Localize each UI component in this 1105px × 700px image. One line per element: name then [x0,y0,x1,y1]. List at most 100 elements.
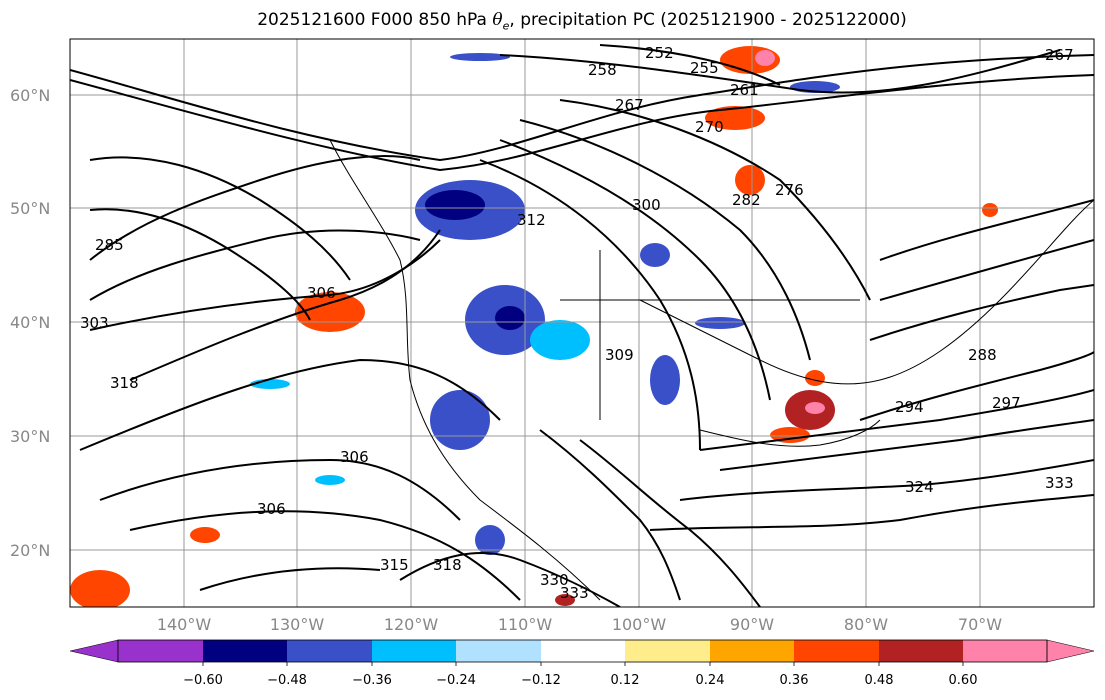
shade-blob [70,570,130,607]
colorbar-segment [287,640,372,662]
shade-blob [530,320,590,360]
colorbar-tick-label: −0.48 [267,673,307,688]
contour-label: 294 [895,398,924,416]
shade-blob [495,306,525,330]
contour-label: 330 [540,571,569,589]
lon-label: 80°W [844,615,888,634]
colorbar-tick-label: 0.36 [780,673,809,688]
shade-blob [735,165,765,195]
colorbar-tick-label: 0.24 [696,673,725,688]
contour-label: 288 [968,346,997,364]
colorbar-segment [710,640,794,662]
contour-label: 252 [645,44,674,62]
lon-label: 110°W [498,615,553,634]
colorbar-segment [625,640,710,662]
colorbar-segment [963,640,1047,662]
contour-labels: 252 258 255 261 267 267 270 276 282 285 … [80,44,1074,602]
contour-label: 255 [690,59,719,77]
shade-blob [190,527,220,543]
colorbar-tick-labels: −0.60 −0.48 −0.36 −0.24 −0.12 0.12 0.24 … [183,673,977,688]
theta-symbol: θ [492,10,503,30]
latitude-labels: 60°N 50°N 40°N 30°N 20°N [10,86,50,560]
contour-label: 315 [380,556,409,574]
contour-label: 306 [257,500,286,518]
contour-label: 306 [307,284,336,302]
colorbar-segment [203,640,287,662]
colorbar-tick-label: 0.12 [611,673,640,688]
contour-label: 333 [560,584,589,602]
map-panel: 252 258 255 261 267 267 270 276 282 285 … [69,38,1095,608]
colorbar-segment [541,640,625,662]
colorbar-tick-label: −0.36 [352,673,392,688]
shade-blob [555,594,575,606]
lon-label: 130°W [270,615,325,634]
shade-blob [315,475,345,485]
map-title: 2025121600 F000 850 hPa θe, precipitatio… [70,10,1094,32]
shade-blob [805,402,825,414]
shade-blob [475,525,505,555]
contour-label: 309 [605,346,634,364]
shade-blob [982,203,998,217]
shade-blob [755,50,775,66]
lon-label: 120°W [384,615,439,634]
contour-label: 318 [433,556,462,574]
lat-label: 30°N [10,427,50,446]
colorbar-tick-label: −0.60 [183,673,223,688]
colorbar-tick-label: −0.24 [436,673,476,688]
shade-blob [425,190,485,220]
lon-label: 70°W [958,615,1002,634]
gridlines [70,39,1094,607]
map-frame [69,38,1095,608]
contour-label: 306 [340,448,369,466]
shade-blob [705,106,765,130]
shade-blob [650,355,680,405]
contour-label: 303 [80,314,109,332]
contour-label: 324 [905,478,934,496]
title-prefix: 2025121600 F000 850 hPa [257,10,493,30]
colorbar-segment [372,640,456,662]
shade-blob [695,317,745,329]
colorbar-extend-low [69,639,119,663]
colorbar: −0.60 −0.48 −0.36 −0.24 −0.12 0.12 0.24 … [69,639,1095,688]
contour-label: 312 [517,211,546,229]
contour-label: 300 [632,196,661,214]
shade-blob [805,370,825,386]
contour-label: 318 [110,374,139,392]
colorbar-segment [118,640,203,662]
shade-blob [430,390,490,450]
lon-label: 140°W [157,615,212,634]
contour-label: 267 [615,96,644,114]
theta-subscript: e [502,19,510,33]
colorbar-segment [456,640,541,662]
contour-label: 258 [588,61,617,79]
contour-label: 282 [732,191,761,209]
colorbar-segment [879,640,963,662]
shade-blob [640,243,670,267]
lat-label: 40°N [10,313,50,332]
longitude-labels: 140°W 130°W 120°W 110°W 100°W 90°W 80°W … [157,615,1002,634]
contour-label: 333 [1045,474,1074,492]
lon-label: 100°W [612,615,667,634]
contour-label: 261 [730,81,759,99]
colorbar-segment [794,640,879,662]
lon-label: 90°W [730,615,774,634]
contour-label: 297 [992,394,1021,412]
colorbar-ticks [202,662,964,666]
theta-e-contours [70,44,1094,607]
contour-label: 276 [775,181,804,199]
title-suffix: , precipitation PC (2025121900 - 2025122… [509,10,907,30]
lat-label: 20°N [10,541,50,560]
colorbar-outline [117,639,1048,663]
colorbar-tick-label: −0.12 [521,673,561,688]
colorbar-extend-high [1046,639,1095,663]
lat-label: 50°N [10,199,50,218]
colorbar-tick-label: 0.48 [865,673,894,688]
lat-label: 60°N [10,86,50,105]
contour-label: 285 [95,236,124,254]
colorbar-tick-label: 0.60 [949,673,978,688]
shade-blob [450,53,510,61]
contour-label: 270 [695,118,724,136]
contour-label: 267 [1045,46,1074,64]
coastlines [329,139,1094,601]
